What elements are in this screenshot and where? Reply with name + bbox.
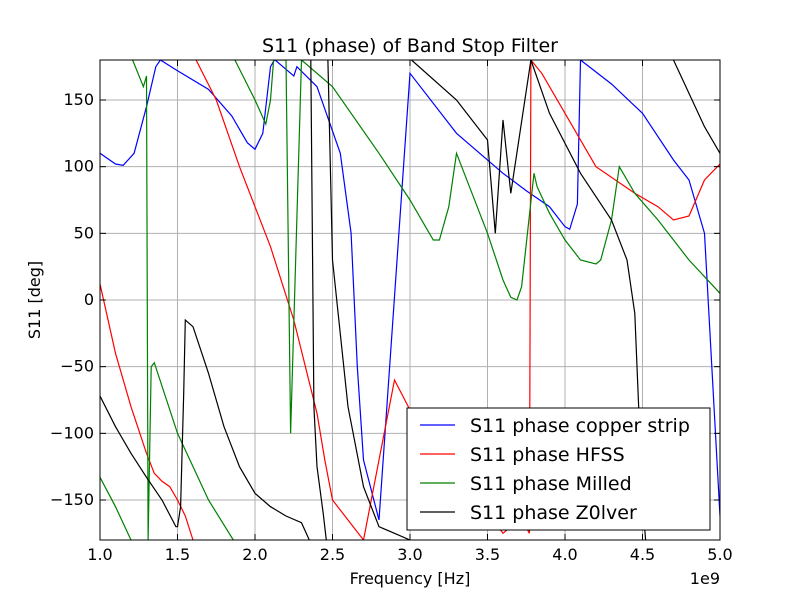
- x-axis-label: Frequency [Hz]: [350, 569, 471, 588]
- x-tick-label: 1.0: [87, 545, 112, 564]
- series-line-2: [100, 60, 720, 540]
- series-line-3: [100, 60, 720, 540]
- x-tick-label: 2.0: [242, 545, 267, 564]
- y-tick-labels: −150 −100 −50 0 50 100 150: [50, 90, 94, 509]
- series-line-0: [100, 60, 720, 521]
- legend-label-3: S11 phase Z0lver: [470, 502, 637, 524]
- legend: S11 phase copper strip S11 phase HFSS S11 …: [406, 407, 711, 531]
- y-tick-label: 100: [63, 157, 94, 176]
- y-axis-label: S11 [deg]: [25, 261, 44, 339]
- x-tick-label: 3.5: [475, 545, 500, 564]
- legend-label-2: S11 phase Milled: [470, 473, 632, 495]
- legend-label-1: S11 phase HFSS: [470, 444, 625, 466]
- chart-title: S11 (phase) of Band Stop Filter: [262, 35, 558, 57]
- axis-ticks: [99, 60, 721, 540]
- y-tick-label: −50: [60, 357, 94, 376]
- legend-label-0: S11 phase copper strip: [470, 415, 690, 437]
- x-tick-label: 4.0: [552, 545, 577, 564]
- x-tick-label: 1.5: [165, 545, 190, 564]
- x-tick-label: 3.0: [397, 545, 422, 564]
- y-tick-label: −100: [50, 423, 94, 442]
- y-tick-label: 50: [74, 223, 94, 242]
- y-tick-label: 0: [84, 290, 94, 309]
- x-axis-multiplier: 1e9: [690, 569, 720, 588]
- x-tick-label: 4.5: [630, 545, 655, 564]
- x-tick-label: 2.5: [320, 545, 345, 564]
- x-tick-label: 5.0: [707, 545, 732, 564]
- y-tick-label: 150: [63, 90, 94, 109]
- y-tick-label: −150: [50, 490, 94, 509]
- legend-box: [406, 407, 711, 531]
- x-tick-labels: 1.0 1.5 2.0 2.5 3.0 3.5 4.0 4.5 5.0: [87, 545, 732, 564]
